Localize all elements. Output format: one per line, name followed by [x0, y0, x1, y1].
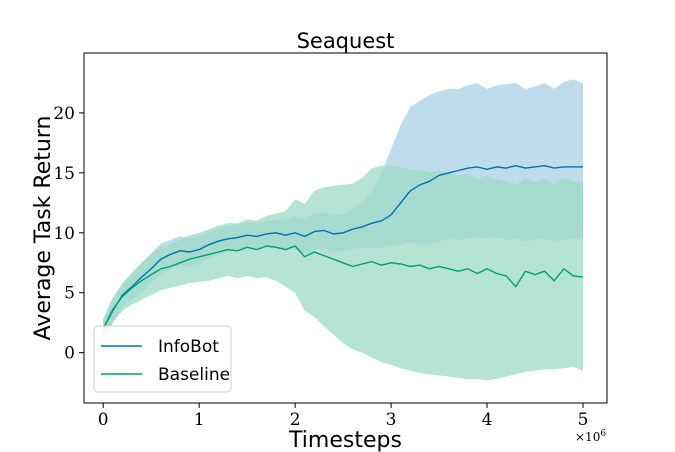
y-tick-label: 0: [64, 344, 75, 364]
legend: InfoBot Baseline: [93, 325, 232, 393]
baseline-line: [102, 245, 584, 330]
infobot-line: [102, 164, 583, 330]
x-axis-ticks: 0 1 2 3 4 5: [98, 403, 589, 430]
chart-title: Seaquest: [297, 29, 395, 53]
legend-box: [93, 325, 232, 393]
x-tick-label: 1: [194, 410, 205, 430]
plot-frame: [83, 52, 608, 404]
x-tick-label: 3: [386, 410, 397, 430]
x-tick-label: 4: [482, 410, 493, 430]
baseline-legend-label: Baseline: [158, 365, 230, 385]
confidence-bands: [103, 79, 583, 381]
y-tick-label: 20: [53, 104, 75, 124]
x-tick-label: 2: [290, 410, 301, 430]
x-tick-label: 0: [98, 410, 109, 430]
baseline-band: [103, 165, 583, 381]
y-axis-ticks: 0 5 10 15 20: [53, 104, 84, 364]
x-axis-label: Timesteps: [288, 428, 402, 452]
y-tick-label: 5: [64, 284, 75, 304]
x-tick-label: 5: [578, 410, 589, 430]
y-axis-label: Average Task Return: [31, 116, 56, 341]
infobot-band: [103, 79, 583, 341]
y-tick-label: 10: [53, 224, 75, 244]
series-lines: [102, 164, 584, 330]
x-axis-multiplier: ×106: [575, 429, 606, 444]
y-tick-label: 15: [53, 164, 75, 184]
infobot-legend-label: InfoBot: [158, 337, 219, 357]
